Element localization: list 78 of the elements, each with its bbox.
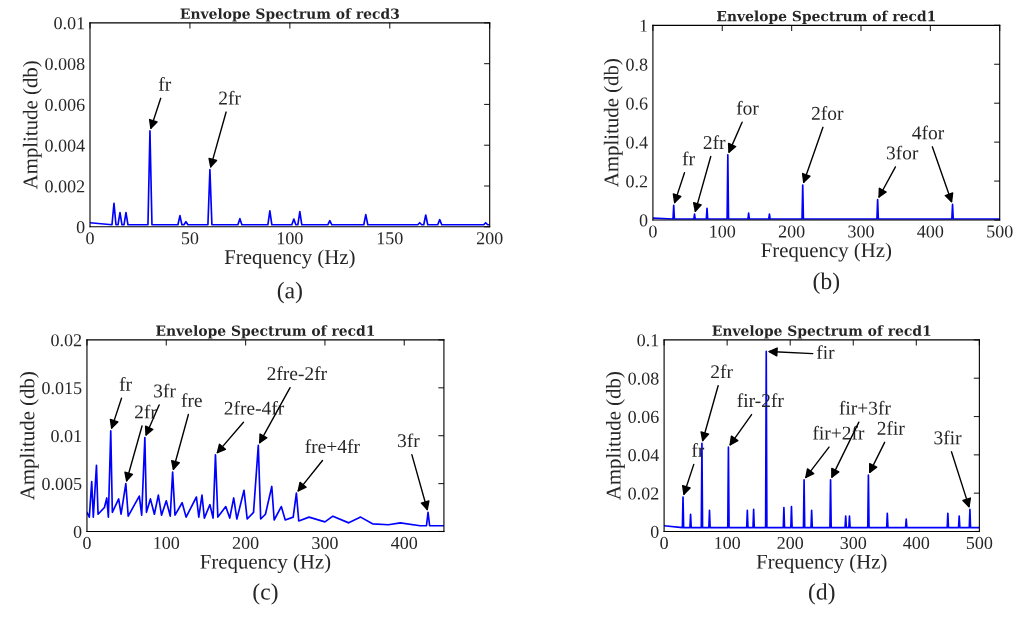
x-tick-label: 100	[154, 536, 180, 550]
y-tick-label: 0.006	[45, 98, 85, 111]
annotation: 2fr	[703, 135, 726, 149]
x-tick-label: 200	[232, 536, 259, 550]
y-tick-label: 0.004	[45, 139, 85, 152]
annotation: fre	[181, 393, 202, 408]
y-tick-label: 0	[650, 525, 659, 538]
y-tick-label: 0.015	[42, 382, 82, 395]
x-axis-title: Frequency (Hz)	[761, 242, 892, 262]
x-tick-label: 300	[312, 536, 338, 550]
annotation: 3for	[886, 145, 919, 160]
annotation: 2for	[811, 106, 844, 120]
annotation: 2fre-2fr	[267, 366, 327, 381]
x-tick-label: 0	[86, 232, 94, 245]
y-tick-label: 0.01	[51, 429, 82, 443]
y-tick-label: 0	[639, 214, 648, 227]
x-tick-label: 100	[715, 536, 741, 550]
y-axis-title: Amplitude (db)	[603, 59, 623, 187]
x-tick-label: 300	[840, 536, 867, 550]
x-tick-label: 100	[277, 232, 303, 245]
text: (a)	[277, 281, 302, 304]
annotation: 3fr	[397, 433, 420, 448]
y-tick-label: 0.005	[42, 477, 82, 491]
x-tick-label: 200	[777, 536, 804, 550]
y-tick-label: 0.2	[626, 175, 648, 188]
text: (c)	[253, 583, 278, 605]
annotation: 3fr	[154, 383, 176, 398]
x-axis-title: Frequency (Hz)	[224, 249, 355, 269]
annotation: fr	[682, 151, 695, 166]
x-tick-label: 50	[181, 232, 199, 245]
x-tick-label: 300	[848, 225, 874, 238]
y-tick-label: 0.08	[628, 372, 659, 385]
annotation: fr	[119, 376, 132, 391]
text: (b)	[813, 272, 840, 294]
y-tick-label: 0.4	[626, 136, 648, 149]
chart-title: Envelope Spectrum of recd1	[712, 325, 931, 339]
x-tick-label: 0	[660, 536, 668, 550]
chart-title: Envelope Spectrum of recd1	[716, 10, 935, 25]
y-tick-label: 0.02	[51, 334, 82, 347]
chart-title: Envelope Spectrum of recd1	[156, 325, 375, 339]
y-tick-label: 0.02	[628, 487, 659, 500]
x-tick-label: 150	[377, 232, 403, 245]
y-tick-label: 0.008	[45, 57, 85, 71]
y-tick-label: 0	[73, 525, 82, 538]
x-tick-label: 200	[778, 225, 805, 238]
annotation: fir	[816, 345, 835, 359]
y-tick-label: 1	[640, 19, 647, 32]
y-tick-label: 0.8	[626, 58, 648, 71]
x-tick-label: 400	[917, 225, 944, 238]
annotation: 2fr	[711, 364, 733, 379]
y-tick-label: 0.01	[54, 17, 85, 30]
x-tick-label: 500	[987, 225, 1013, 238]
annotation: 4for	[912, 125, 945, 140]
annotation: for	[736, 100, 759, 115]
x-tick-label: 500	[966, 536, 993, 550]
x-axis-title: Frequency (Hz)	[756, 554, 887, 574]
y-tick-label: 0.002	[45, 180, 85, 193]
y-tick-label: 0.1	[637, 334, 659, 347]
y-tick-label: 0.6	[626, 97, 648, 110]
annotation: 2fr	[135, 404, 157, 419]
y-tick-label: 0.06	[628, 410, 659, 424]
annotation: 2fr	[219, 90, 241, 105]
x-tick-label: 400	[391, 536, 418, 550]
x-tick-label: 200	[476, 232, 503, 245]
y-axis-title: Amplitude (db)	[19, 372, 39, 500]
annotation: fre+4fr	[305, 439, 360, 454]
x-tick-label: 400	[903, 536, 930, 550]
annotation: fir+3fr	[839, 400, 891, 415]
annotation: 2fir	[877, 421, 905, 435]
y-axis-title: Amplitude (db)	[22, 61, 42, 190]
y-axis-title: Amplitude (db)	[605, 372, 625, 500]
y-tick-label: 0.04	[628, 449, 659, 462]
x-axis-title: Frequency (Hz)	[200, 554, 331, 574]
x-tick-label: 100	[710, 225, 736, 238]
text: (d)	[809, 583, 835, 605]
annotation: fr	[158, 77, 172, 91]
chart-title: Envelope Spectrum of recd3	[180, 8, 399, 22]
annotation: 3fir	[934, 430, 962, 445]
